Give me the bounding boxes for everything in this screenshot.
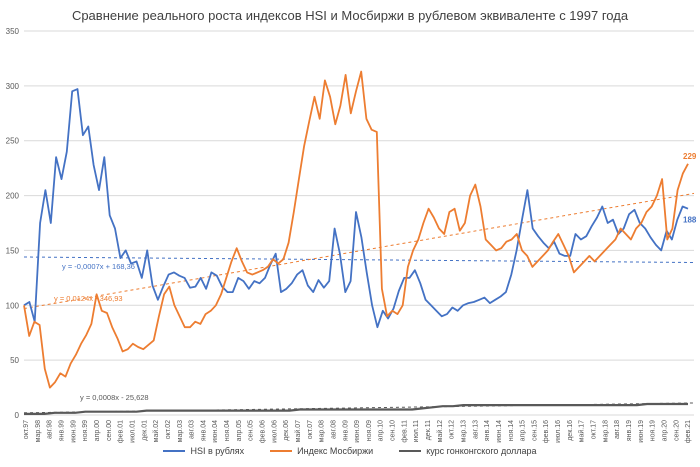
trendline-equation-2: y = 0,0008x - 25,628 xyxy=(80,393,149,402)
x-tick-label: дек.06 xyxy=(283,420,290,441)
x-tick-label: окт.02 xyxy=(165,420,172,439)
trendline-1 xyxy=(23,192,695,310)
y-tick-label: 200 xyxy=(6,192,20,201)
y-tick-label: 0 xyxy=(15,411,20,420)
x-tick-label: мар.03 xyxy=(177,420,184,442)
x-tick-label: ноя.19 xyxy=(650,420,657,441)
x-tick-label: июл.11 xyxy=(413,420,420,442)
x-tick-label: ноя.14 xyxy=(508,420,515,441)
x-tick-label: фев.01 xyxy=(118,420,125,443)
x-tick-label: июн.99 xyxy=(70,420,77,443)
x-tick-label: май.12 xyxy=(436,420,444,442)
x-tick-label: авг.08 xyxy=(330,420,337,439)
x-tick-label: июн.09 xyxy=(354,420,361,443)
legend-item-moex: Индекс Мосбиржи xyxy=(270,446,373,456)
x-tick-label: фев.16 xyxy=(543,420,550,443)
x-tick-label: апр.20 xyxy=(661,420,668,441)
x-tick-label: фев.11 xyxy=(401,420,408,443)
end-label-0: 229 xyxy=(683,152,697,161)
x-tick-label: ноя.99 xyxy=(82,420,89,441)
x-tick-label: июн.19 xyxy=(638,420,645,443)
x-tick-label: окт.97 xyxy=(23,420,30,439)
trendline-equation-0: y = -0,0007x + 168,36 xyxy=(62,262,135,271)
x-tick-label: сен.15 xyxy=(531,420,538,441)
chart-legend: HSI в рублях Индекс Мосбиржи курс гонкон… xyxy=(0,446,700,456)
x-tick-label: дек.16 xyxy=(567,420,574,441)
x-tick-label: июн.04 xyxy=(212,420,219,443)
x-tick-label: июл.06 xyxy=(271,420,278,443)
y-tick-label: 100 xyxy=(6,301,20,310)
x-tick-label: апр.05 xyxy=(236,420,243,441)
legend-label-moex: Индекс Мосбиржи xyxy=(297,446,374,456)
x-tick-label: апр.15 xyxy=(520,420,527,441)
x-tick-label: июл.16 xyxy=(555,420,562,443)
end-label-1: 188 xyxy=(683,216,697,225)
x-tick-label: мар.98 xyxy=(35,420,42,442)
trendline-equation-1: y = 0,0124x - 346,93 xyxy=(54,294,123,303)
y-tick-label: 50 xyxy=(10,356,19,365)
legend-swatch-moex xyxy=(270,450,293,452)
legend-swatch-hsi xyxy=(163,450,186,452)
x-tick-label: июн.14 xyxy=(496,420,503,443)
x-tick-label: янв.99 xyxy=(59,420,66,441)
x-tick-label: сен.05 xyxy=(248,420,255,441)
x-tick-label: май.17 xyxy=(578,420,586,442)
y-tick-label: 250 xyxy=(6,137,20,146)
x-tick-label: сен.00 xyxy=(106,420,113,441)
x-tick-label: ноя.04 xyxy=(224,420,231,441)
legend-label-hkd: курс гонконгского доллара xyxy=(426,446,537,456)
legend-item-hkd: курс гонконгского доллара xyxy=(399,446,537,456)
x-tick-label: янв.04 xyxy=(200,420,207,441)
legend-item-hsi: HSI в рублях xyxy=(163,446,244,456)
legend-label-hsi: HSI в рублях xyxy=(190,446,245,456)
x-tick-label: апр.00 xyxy=(94,420,101,441)
x-tick-label: авг.18 xyxy=(614,420,621,439)
x-tick-label: сен.20 xyxy=(673,420,680,441)
x-tick-label: дек.01 xyxy=(141,420,148,441)
x-tick-label: апр.10 xyxy=(378,420,385,441)
y-tick-label: 300 xyxy=(6,82,20,91)
x-tick-label: окт.07 xyxy=(307,420,314,439)
x-tick-label: янв.19 xyxy=(626,420,633,441)
x-tick-label: мар.13 xyxy=(460,420,467,442)
x-tick-label: мар.08 xyxy=(319,420,326,442)
x-tick-label: май.02 xyxy=(152,420,160,442)
x-tick-label: июл.01 xyxy=(129,420,136,443)
y-tick-label: 150 xyxy=(6,246,20,255)
x-tick-label: янв.14 xyxy=(484,420,491,441)
trendline-0 xyxy=(23,256,695,263)
x-tick-label: мар.18 xyxy=(602,420,609,442)
chart-title: Сравнение реального роста индексов HSI и… xyxy=(71,8,629,23)
series-line-0 xyxy=(23,88,689,329)
x-tick-label: янв.09 xyxy=(342,420,349,441)
x-tick-label: сен.10 xyxy=(390,420,397,441)
x-tick-label: ноя.09 xyxy=(366,420,373,441)
x-tick-label: авг.13 xyxy=(472,420,479,439)
x-tick-label: окт.17 xyxy=(591,420,598,439)
y-tick-label: 350 xyxy=(6,27,20,36)
x-tick-label: май.07 xyxy=(294,420,302,442)
legend-swatch-hkd xyxy=(399,450,422,452)
x-tick-label: авг.98 xyxy=(47,420,54,439)
x-tick-label: фев.06 xyxy=(260,420,267,443)
x-tick-label: фев.21 xyxy=(685,420,692,443)
series-line-1 xyxy=(23,70,689,389)
series-line-2 xyxy=(24,402,688,415)
x-tick-label: дек.11 xyxy=(425,420,432,440)
x-tick-label: авг.03 xyxy=(189,420,196,439)
x-tick-label: окт.12 xyxy=(449,420,456,439)
